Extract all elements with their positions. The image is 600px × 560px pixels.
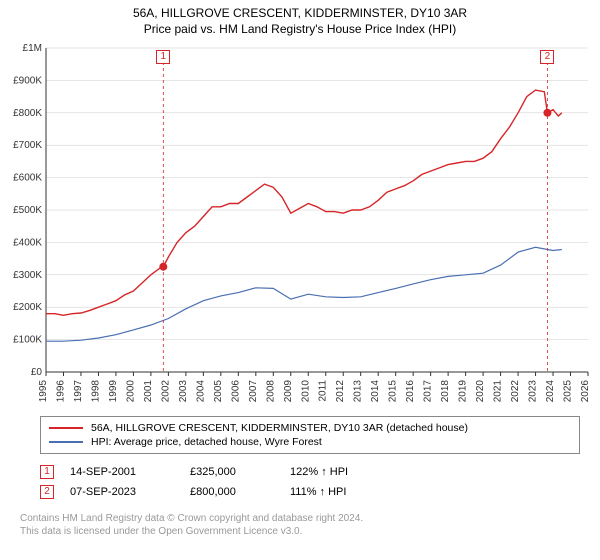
svg-text:2019: 2019 — [458, 380, 469, 403]
legend-label: 56A, HILLGROVE CRESCENT, KIDDERMINSTER, … — [91, 422, 468, 434]
footer: Contains HM Land Registry data © Crown c… — [20, 512, 580, 538]
legend-item: HPI: Average price, detached house, Wyre… — [49, 435, 571, 449]
svg-text:2012: 2012 — [335, 380, 346, 403]
svg-text:1998: 1998 — [90, 380, 101, 403]
page-subtitle: Price paid vs. HM Land Registry's House … — [0, 22, 600, 36]
sale-delta: 111% ↑ HPI — [290, 486, 390, 498]
legend-swatch — [49, 441, 83, 443]
svg-text:2009: 2009 — [283, 380, 294, 403]
svg-text:2016: 2016 — [405, 380, 416, 403]
svg-text:2017: 2017 — [423, 380, 434, 403]
sale-price: £325,000 — [190, 466, 290, 478]
legend: 56A, HILLGROVE CRESCENT, KIDDERMINSTER, … — [40, 416, 580, 454]
svg-text:2024: 2024 — [545, 380, 556, 403]
svg-text:2023: 2023 — [528, 380, 539, 403]
sale-row-marker: 2 — [40, 485, 54, 499]
svg-text:£900K: £900K — [13, 75, 42, 86]
sales-table: 1 14-SEP-2001£325,000122% ↑ HPI 2 07-SEP-20… — [40, 462, 580, 502]
svg-text:2003: 2003 — [178, 380, 189, 403]
svg-text:1996: 1996 — [55, 380, 66, 403]
svg-text:2006: 2006 — [230, 380, 241, 403]
svg-text:2001: 2001 — [143, 380, 154, 403]
svg-text:2002: 2002 — [160, 380, 171, 403]
title-block: 56A, HILLGROVE CRESCENT, KIDDERMINSTER, … — [0, 0, 600, 36]
footer-line-2: This data is licensed under the Open Gov… — [20, 525, 580, 538]
price-chart: £0 £100K £200K £300K £400K £500K £600K £700K £80… — [0, 42, 600, 410]
svg-text:2022: 2022 — [510, 380, 521, 403]
svg-text:2000: 2000 — [125, 380, 136, 403]
svg-text:£200K: £200K — [13, 302, 42, 313]
svg-text:2015: 2015 — [388, 380, 399, 403]
sale-row-marker: 1 — [40, 465, 54, 479]
chart-svg: £0 £100K £200K £300K £400K £500K £600K £700K £80… — [0, 42, 600, 410]
legend-item: 56A, HILLGROVE CRESCENT, KIDDERMINSTER, … — [49, 421, 571, 435]
svg-text:£700K: £700K — [13, 140, 42, 151]
svg-text:£300K: £300K — [13, 270, 42, 281]
sale-row: 1 14-SEP-2001£325,000122% ↑ HPI — [40, 462, 580, 482]
legend-swatch — [49, 427, 83, 429]
sale-marker-2: 2 — [540, 50, 554, 64]
svg-text:£600K: £600K — [13, 173, 42, 184]
svg-text:2026: 2026 — [580, 380, 591, 403]
svg-text:2007: 2007 — [248, 380, 259, 403]
sale-delta: 122% ↑ HPI — [290, 466, 390, 478]
svg-text:£0: £0 — [31, 367, 43, 378]
svg-text:£500K: £500K — [13, 205, 42, 216]
svg-text:2020: 2020 — [475, 380, 486, 403]
svg-text:2013: 2013 — [353, 380, 364, 403]
svg-text:2008: 2008 — [265, 380, 276, 403]
svg-text:2025: 2025 — [563, 380, 574, 403]
svg-text:2004: 2004 — [195, 380, 206, 403]
svg-text:1999: 1999 — [108, 380, 119, 403]
svg-text:£100K: £100K — [13, 335, 42, 346]
svg-text:£1M: £1M — [23, 43, 42, 54]
svg-text:2010: 2010 — [300, 380, 311, 403]
svg-text:£800K: £800K — [13, 108, 42, 119]
svg-text:2005: 2005 — [213, 380, 224, 403]
legend-label: HPI: Average price, detached house, Wyre… — [91, 436, 322, 448]
svg-text:2021: 2021 — [493, 380, 504, 403]
sale-date: 07-SEP-2023 — [70, 486, 190, 498]
sale-row: 2 07-SEP-2023£800,000111% ↑ HPI — [40, 482, 580, 502]
svg-text:1995: 1995 — [38, 380, 49, 403]
svg-text:2014: 2014 — [370, 380, 381, 403]
sale-price: £800,000 — [190, 486, 290, 498]
svg-text:£400K: £400K — [13, 237, 42, 248]
svg-text:2011: 2011 — [318, 380, 329, 402]
page-title: 56A, HILLGROVE CRESCENT, KIDDERMINSTER, … — [0, 6, 600, 20]
footer-line-1: Contains HM Land Registry data © Crown c… — [20, 512, 580, 525]
sale-marker-1: 1 — [156, 50, 170, 64]
svg-text:2018: 2018 — [440, 380, 451, 403]
sale-date: 14-SEP-2001 — [70, 466, 190, 478]
svg-text:1997: 1997 — [73, 380, 84, 403]
